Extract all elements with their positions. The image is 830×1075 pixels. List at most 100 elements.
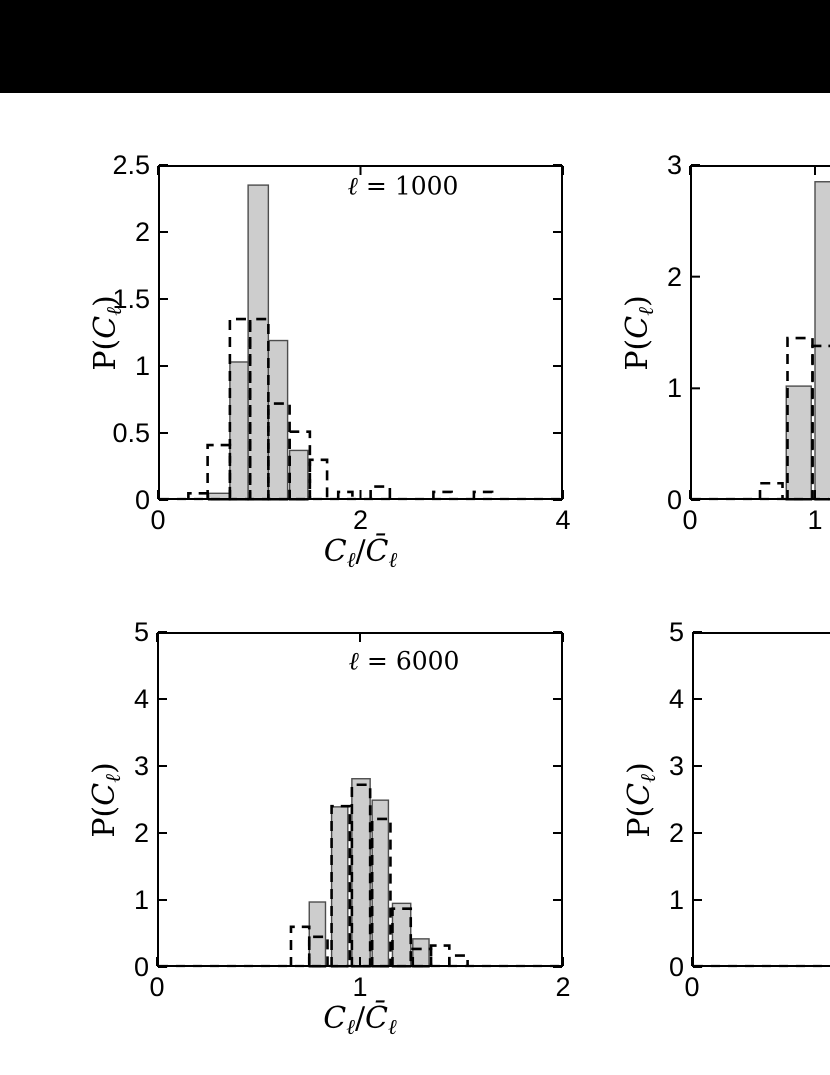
dashed-histogram-step — [811, 344, 830, 500]
histogram-bar — [308, 901, 327, 968]
dashed-histogram-step — [432, 490, 453, 500]
y-axis-label-part: C — [620, 315, 656, 339]
y-axis-label-part: P( — [87, 805, 123, 838]
y-axis-label-part: ℓ — [633, 306, 658, 316]
histogram-bar — [785, 385, 812, 501]
x-axis-label-part: ℓ — [346, 1014, 355, 1039]
y-tick-label: 4 — [668, 684, 684, 714]
plot-area-br — [691, 631, 830, 968]
histogram-bar — [814, 181, 830, 501]
dashed-histogram-step — [448, 954, 469, 967]
y-axis-label-part: P( — [622, 805, 658, 838]
y-tick-label: 1 — [668, 885, 684, 915]
x-axis-label-part: / — [355, 534, 366, 569]
y-axis-label-part: ℓ — [635, 773, 660, 783]
dashed-histogram-step — [472, 490, 494, 500]
x-axis-label: Cℓ/C̄ℓ — [323, 1003, 397, 1043]
y-tick-label: 5 — [668, 617, 684, 647]
x-tick-label: 2 — [352, 505, 369, 535]
y-axis-label-part: C — [87, 782, 123, 806]
y-axis-label: P(Cℓ) — [620, 294, 662, 371]
x-tick-label: 0 — [684, 972, 700, 1002]
dashed-histogram-step — [391, 907, 413, 967]
plot-area-tr — [689, 164, 830, 501]
y-axis-label-part: P( — [88, 338, 124, 371]
dashed-histogram-step — [289, 925, 311, 967]
multipole-annotation-part: = 6000 — [358, 646, 460, 676]
dashed-histogram-step — [187, 492, 209, 500]
x-axis-label-part: ℓ — [346, 547, 356, 572]
y-tick-label: 4 — [133, 684, 149, 714]
plot-area-tl — [157, 164, 564, 501]
y-tick-label: 0 — [668, 952, 684, 982]
x-axis-label-part: / — [354, 1001, 366, 1036]
y-axis-label-part: ℓ — [101, 306, 126, 316]
y-axis-label-part: ) — [87, 761, 123, 774]
x-tick-label: 4 — [555, 505, 571, 535]
y-axis-label-part: ) — [88, 294, 124, 307]
y-axis-label-part: C — [88, 315, 124, 339]
x-tick-label: 1 — [352, 972, 368, 1002]
y-tick-label: 2 — [133, 818, 149, 848]
x-axis-label-part: C̄ — [365, 534, 389, 569]
x-axis-label: Cℓ/C̄ℓ — [324, 536, 398, 576]
dashed-histogram-step — [369, 485, 392, 500]
axes-frame — [690, 165, 830, 500]
y-axis-label-part: ) — [622, 761, 658, 774]
y-tick-label: 2 — [668, 818, 684, 848]
y-axis-label-part: ℓ — [100, 773, 125, 783]
letterbox-top-bar — [0, 0, 830, 93]
dashed-histogram-step — [308, 458, 329, 500]
y-tick-label: 3 — [133, 751, 149, 781]
y-tick-label: 0 — [134, 485, 150, 515]
y-tick-label: 2 — [666, 261, 682, 292]
dashed-histogram-step — [429, 944, 451, 967]
dashed-histogram-step — [786, 336, 814, 500]
histogram-bar — [351, 778, 371, 968]
y-axis-label-part: ) — [620, 294, 656, 307]
histogram-bar — [288, 449, 309, 501]
multipole-annotation-part: ℓ — [347, 171, 358, 201]
dashed-histogram-step — [330, 804, 352, 967]
dashed-histogram-step — [307, 935, 329, 967]
x-axis-label-part: C — [323, 1001, 347, 1036]
multipole-annotation-part: = 1000 — [357, 171, 459, 201]
y-tick-label: 0 — [666, 485, 682, 515]
axes-frame — [692, 632, 830, 967]
x-axis-label-part: C̄ — [365, 1001, 389, 1036]
histogram-bar — [391, 902, 412, 968]
histogram-bar — [267, 339, 289, 501]
dashed-histogram-step — [758, 481, 784, 500]
y-tick-label: 3 — [668, 751, 684, 781]
y-tick-label: 1 — [666, 373, 682, 404]
plot-area-bl — [156, 631, 564, 968]
y-axis-label: P(Cℓ) — [622, 761, 664, 838]
x-tick-label: 1 — [807, 505, 823, 535]
y-axis-label-part: P( — [620, 338, 656, 371]
y-axis-label-part: C — [622, 782, 658, 806]
dashed-histogram-step — [350, 783, 372, 967]
x-tick-label: 0 — [682, 505, 698, 535]
x-tick-label: 2 — [555, 972, 571, 1002]
y-tick-label: 5 — [133, 617, 149, 647]
dashed-histogram-step — [206, 443, 232, 500]
x-tick-label: 0 — [150, 505, 166, 535]
histogram-bar — [412, 938, 430, 968]
y-tick-label: 2 — [134, 217, 150, 247]
dashed-histogram-step — [336, 490, 354, 500]
histogram-bar — [229, 361, 249, 501]
multipole-annotation: ℓ = 1000 — [348, 173, 459, 200]
x-tick-label: 0 — [149, 972, 165, 1002]
y-tick-label: 1 — [134, 351, 150, 381]
multipole-annotation-part: ℓ — [348, 646, 359, 676]
y-axis-label: P(Cℓ) — [87, 761, 129, 838]
y-tick-label: 2.5 — [112, 150, 150, 180]
y-tick-label: 1 — [133, 885, 149, 915]
y-tick-label: 0.5 — [112, 418, 150, 448]
dashed-histogram-step — [370, 817, 392, 967]
histogram-bar — [330, 806, 349, 968]
y-axis-label: P(Cℓ) — [88, 294, 130, 371]
x-axis-label-part: ℓ — [388, 1014, 397, 1039]
histogram-bar — [371, 799, 390, 968]
